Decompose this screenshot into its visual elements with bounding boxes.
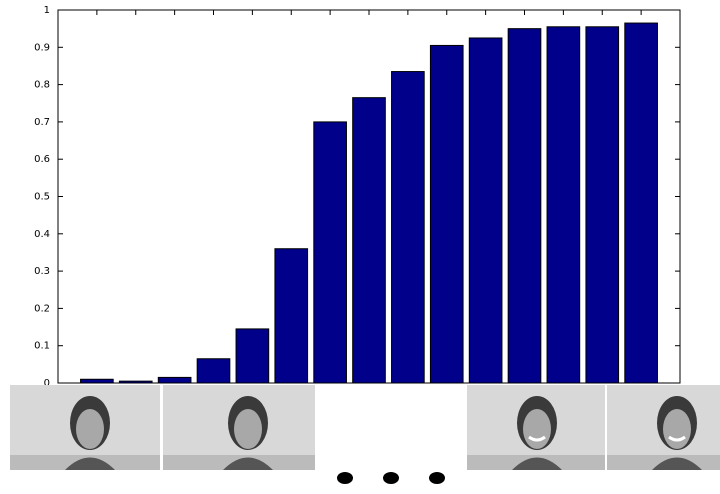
bar	[352, 97, 386, 384]
y-tick-label: 0	[44, 378, 50, 389]
bar	[118, 380, 153, 384]
face-image	[163, 385, 315, 470]
bar	[313, 121, 347, 384]
bar	[157, 376, 192, 384]
y-tick-label: 1	[44, 5, 50, 16]
bar	[274, 248, 309, 384]
bar	[546, 26, 581, 384]
bar	[507, 28, 542, 384]
y-tick-label: 0.1	[34, 341, 50, 352]
y-tick-label: 0.2	[34, 303, 50, 314]
y-tick-label: 0.8	[34, 80, 50, 91]
y-tick-label: 0.4	[34, 229, 50, 240]
bar	[391, 71, 425, 384]
y-tick-label: 0.5	[34, 192, 50, 203]
y-tick-label: 0.9	[34, 42, 50, 53]
bar	[468, 37, 503, 384]
y-tick-label: 0.3	[34, 266, 50, 277]
face-image	[467, 385, 605, 470]
face-image	[10, 385, 160, 470]
bar	[585, 26, 620, 384]
face-image	[607, 385, 720, 470]
bar	[624, 22, 658, 384]
ellipsis	[337, 472, 445, 484]
bar	[196, 358, 231, 384]
bar	[429, 44, 464, 384]
bar	[235, 328, 270, 384]
bar	[80, 378, 114, 384]
y-tick-label: 0.6	[34, 154, 50, 165]
face-images	[10, 385, 720, 484]
y-tick-label: 0.7	[34, 117, 50, 128]
